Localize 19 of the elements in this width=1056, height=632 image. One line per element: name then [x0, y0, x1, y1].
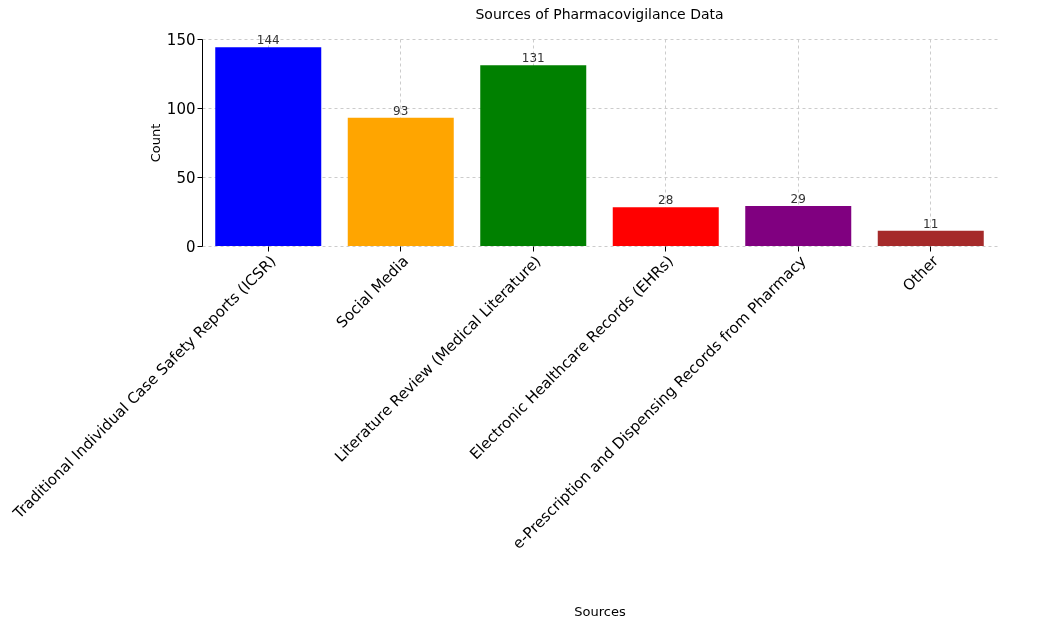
y-tick-label: 50: [176, 168, 196, 187]
y-tick-label: 0: [185, 237, 196, 256]
data-label: 11: [923, 216, 939, 231]
y-axis-title: Count: [147, 123, 163, 163]
bar: [215, 47, 322, 246]
bar: [347, 117, 454, 246]
data-label: 28: [658, 193, 674, 208]
chart-title: Sources of Pharmacovigilance Data: [475, 6, 724, 22]
data-label: 131: [521, 51, 545, 66]
bar: [612, 207, 719, 246]
x-axis-title: Sources: [574, 603, 626, 619]
data-label: 29: [790, 191, 806, 206]
y-tick-label: 100: [166, 99, 196, 118]
y-tick-label: 150: [166, 30, 196, 49]
bar: [480, 65, 587, 246]
data-label: 144: [256, 33, 280, 48]
data-label: 93: [393, 103, 409, 118]
bar: [877, 230, 984, 246]
bar: [745, 205, 852, 246]
